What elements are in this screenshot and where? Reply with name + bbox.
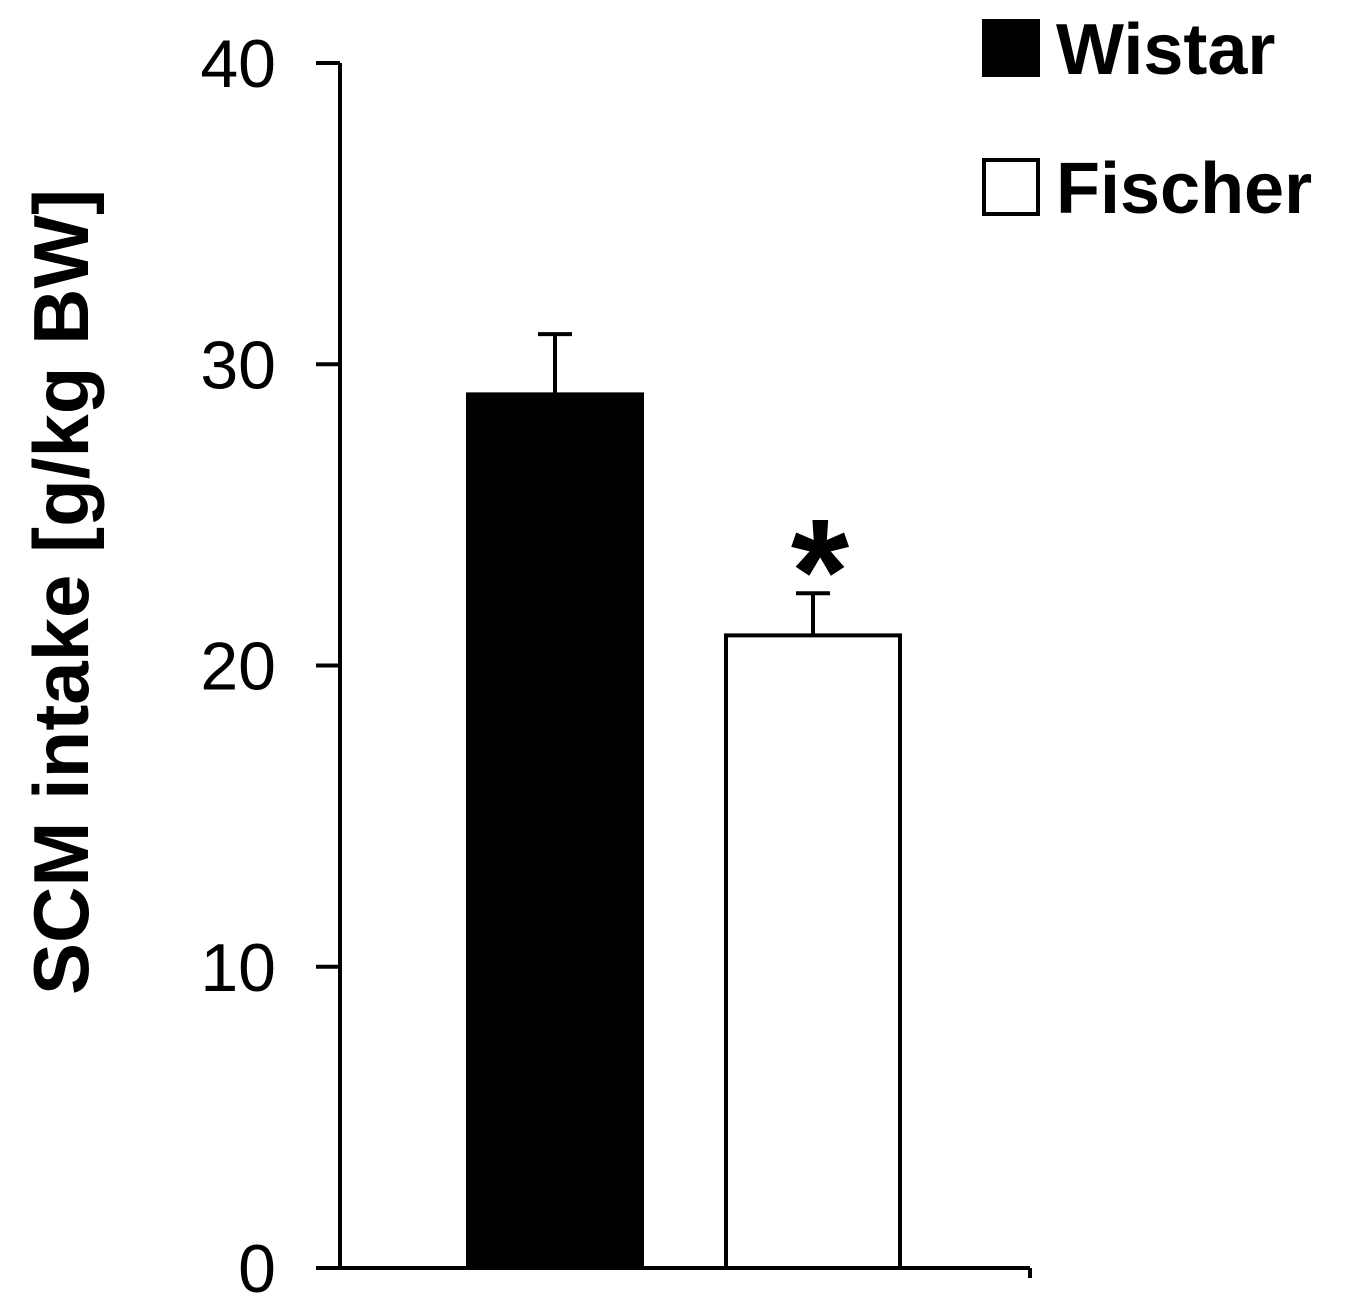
y-tick-label: 30	[200, 327, 276, 403]
bar-wistar	[466, 392, 644, 1270]
legend-label-wistar: Wistar	[1056, 10, 1275, 90]
axes	[338, 63, 1032, 1278]
y-tick-label: 20	[200, 629, 276, 705]
legend-swatch-wistar	[982, 19, 1040, 77]
y-tick-label: 0	[238, 1231, 276, 1307]
y-axis-label: SCM intake [g/kg BW]	[17, 189, 105, 995]
legend-label-fischer: Fischer	[1056, 149, 1312, 229]
legend: Wistar Fischer	[982, 10, 1312, 229]
annotations: *	[791, 487, 850, 655]
bar-fischer	[724, 633, 902, 1270]
bars	[466, 392, 902, 1270]
legend-swatch-fischer	[982, 158, 1040, 216]
y-tick-label: 40	[200, 26, 276, 102]
error-bars	[538, 332, 830, 636]
significance-asterisk: *	[791, 487, 850, 655]
y-axis-ticks: 0 10 20 30 40	[200, 26, 340, 1307]
y-tick-label: 10	[200, 930, 276, 1006]
